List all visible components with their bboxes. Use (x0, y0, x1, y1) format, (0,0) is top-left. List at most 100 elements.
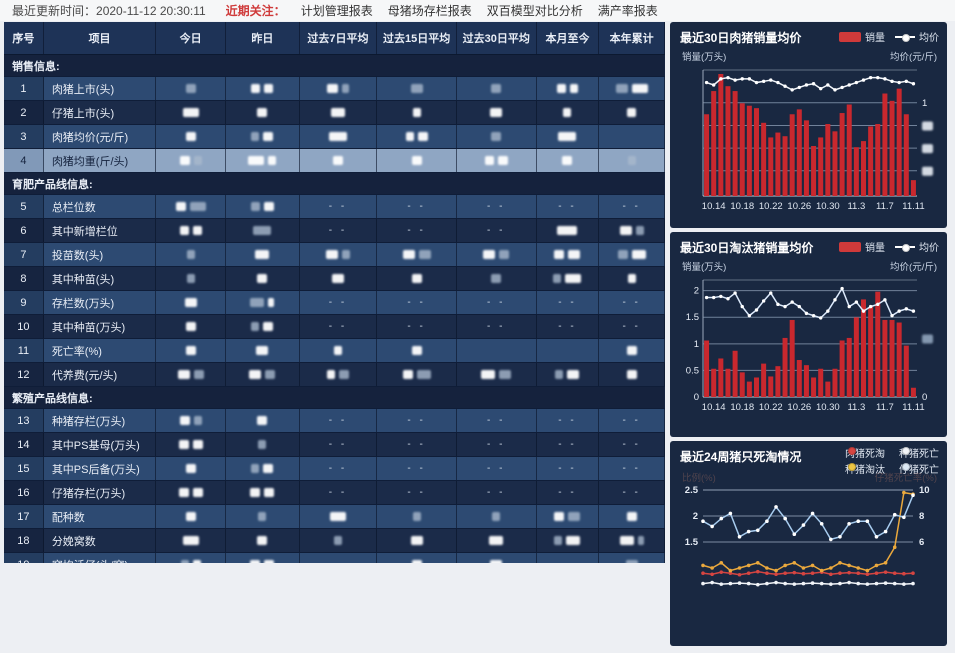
value-cell: - - (299, 481, 378, 504)
legend-label: 销量 (865, 243, 885, 254)
value-cell (599, 101, 665, 124)
value-cell: - - (599, 409, 665, 432)
legend-item-1[interactable]: 种猪死亡 (895, 445, 939, 460)
legend-item-0[interactable]: 销量 (839, 29, 885, 44)
value-cell (156, 149, 227, 172)
value-cell (456, 553, 537, 563)
report-link-0[interactable]: 计划管理报表 (300, 4, 373, 18)
legend-item-1[interactable]: 均价 (895, 239, 939, 254)
table-row-2[interactable]: 2 仔猪上市(头) (4, 101, 665, 125)
redacted-value (411, 274, 422, 283)
legend-item-3[interactable]: 仔猪死亡 (895, 461, 939, 476)
redacted-value (626, 512, 637, 521)
redacted-value (338, 370, 349, 379)
row-label: 其中PS基母(万头) (43, 433, 157, 456)
legend-item-0[interactable]: 销量 (839, 239, 885, 254)
table-row-15[interactable]: 15 其中PS后备(万头) - - - - - - - - - - (4, 457, 665, 481)
redacted-value (333, 346, 342, 355)
redacted-value (492, 512, 501, 521)
legend-label: 种猪死亡 (899, 449, 939, 460)
topbar: 最近更新时间： 2020-11-12 20:30:11 近期关注： 计划管理报表… (0, 0, 955, 21)
value-cell (226, 433, 300, 456)
redacted-value (175, 202, 186, 211)
pig-sales-chart: 1 10.14 10.18 10.22 10.26 10.30 11.3 11.7 11.11 (702, 69, 933, 212)
no-data-dash: - - (558, 321, 577, 332)
value-cell (156, 409, 227, 432)
legend-item-0[interactable]: 肉猪死淘 (841, 445, 885, 460)
col-header-7: 本月至今 (536, 22, 600, 54)
report-link-3[interactable]: 满产率报表 (597, 4, 658, 18)
report-link-1[interactable]: 母猪场存栏报表 (387, 4, 472, 18)
value-cell: - - (536, 481, 600, 504)
value-cell (536, 101, 600, 124)
redacted-value (192, 488, 203, 497)
table-row-14[interactable]: 14 其中PS基母(万头) - - - - - - - - - - (4, 433, 665, 457)
no-data-dash: - - (407, 297, 426, 308)
right-axis-label: 仔猪死亡率(%) (874, 473, 937, 484)
table-row-17[interactable]: 17 配种数 (4, 505, 665, 529)
value-cell (156, 433, 227, 456)
table-row-10[interactable]: 10 其中种苗(万头) - - - - - - - - - - (4, 315, 665, 339)
table-row-8[interactable]: 8 其中种苗(头) (4, 267, 665, 291)
redacted-value (556, 84, 566, 93)
value-cell (156, 291, 227, 314)
table-row-3[interactable]: 3 肉猪均价(元/斤) (4, 125, 665, 149)
col-header-6: 过去30日平均 (456, 22, 537, 54)
report-link-2[interactable]: 双百模型对比分析 (486, 4, 583, 18)
legend-label: 肉猪死淘 (845, 449, 885, 460)
value-cell (599, 339, 665, 362)
redacted-value (255, 250, 270, 259)
table-row-7[interactable]: 7 投苗数(头) (4, 243, 665, 267)
value-cell (299, 553, 378, 563)
redacted-value (631, 84, 648, 93)
value-cell (377, 339, 457, 362)
value-cell: - - (377, 457, 457, 480)
value-cell (377, 529, 457, 552)
col-header-3: 昨日 (226, 22, 300, 54)
redacted-value (268, 156, 277, 165)
table-row-12[interactable]: 12 代养费(元/头) (4, 363, 665, 387)
redacted-value (257, 108, 268, 117)
legend-item-2[interactable]: 种猪淘汰 (841, 461, 885, 476)
value-cell (156, 267, 227, 290)
svg-text:10.26: 10.26 (787, 402, 811, 413)
table-row-19[interactable]: 19窝均活仔(头/窝) (4, 553, 665, 563)
value-cell (299, 363, 378, 386)
redacted-value (481, 370, 496, 379)
table-row-9[interactable]: 9 存栏数(万头) - - - - - - - - - - (4, 291, 665, 315)
redacted-value (627, 156, 636, 165)
redacted-value (268, 298, 275, 307)
table-row-18[interactable]: 18 分娩窝数 (4, 529, 665, 553)
row-number: 1 (4, 77, 44, 100)
legend-item-1[interactable]: 均价 (895, 29, 939, 44)
redacted-value (185, 464, 196, 473)
value-cell: - - (536, 409, 600, 432)
value-cell: - - (536, 315, 600, 338)
value-cell (536, 529, 600, 552)
redacted-value (331, 274, 344, 283)
no-data-dash: - - (558, 415, 577, 426)
table-row-16[interactable]: 16 仔猪存栏(万头) - - - - - - - - - - (4, 481, 665, 505)
table-row-6[interactable]: 6 其中新增栏位 - - - - - - (4, 219, 665, 243)
value-cell: - - (599, 481, 665, 504)
value-cell: - - (536, 291, 600, 314)
table-row-1[interactable]: 1 肉猪上市(头) (4, 77, 665, 101)
chart-legend: 销量 均价 (829, 239, 939, 254)
redacted-value (178, 488, 189, 497)
svg-text:11.3: 11.3 (847, 201, 865, 212)
table-row-4[interactable]: 4 肉猪均重(斤/头) (4, 149, 665, 173)
value-cell (226, 339, 300, 362)
value-cell (156, 553, 227, 563)
row-label: 其中PS后备(万头) (43, 457, 157, 480)
redacted-value (193, 416, 202, 425)
table-row-5[interactable]: 5 总栏位数 - - - - - - - - - - (4, 195, 665, 219)
redacted-value (265, 370, 276, 379)
value-cell (156, 243, 227, 266)
row-label: 代养费(元/头) (43, 363, 157, 386)
table-row-13[interactable]: 13 种猪存栏(万头) - - - - - - - - - - (4, 409, 665, 433)
no-data-dash: - - (487, 297, 506, 308)
chart-title: 最近30日淘汰猪销量均价 (680, 241, 814, 255)
redacted-value (490, 108, 503, 117)
table-row-11[interactable]: 11 死亡率(%) (4, 339, 665, 363)
row-label: 存栏数(万头) (43, 291, 157, 314)
